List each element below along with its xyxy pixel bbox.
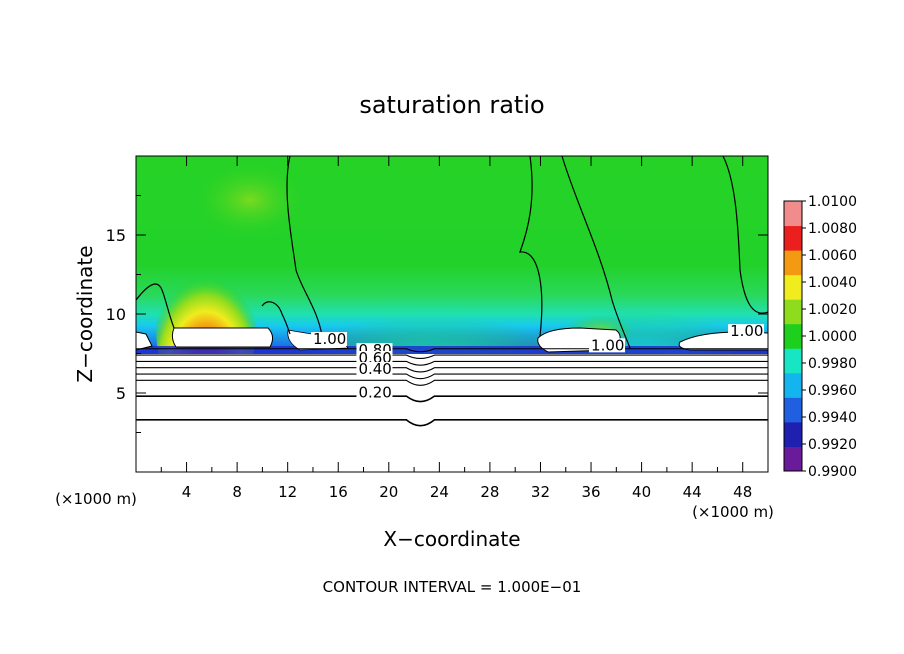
colorbar-label: 0.9980 — [808, 356, 857, 372]
chart-title: saturation ratio — [359, 91, 544, 119]
contour-line — [136, 360, 768, 366]
colorbar-swatch — [784, 397, 802, 423]
colorbar-swatch — [784, 372, 802, 398]
contour-label-bg — [356, 350, 393, 365]
x-tick-label: 12 — [278, 483, 297, 501]
contour-label-bg — [356, 385, 393, 400]
colorbar-label: 0.9960 — [808, 383, 857, 399]
cloud-region-left — [171, 327, 274, 348]
yellow-region-upper — [190, 160, 310, 240]
contour-line-upper-2 — [561, 156, 631, 349]
contour-line — [136, 395, 768, 403]
contour-line — [136, 379, 768, 386]
contour-line-upper-4 — [722, 156, 768, 314]
contour-line — [136, 419, 768, 427]
colorbar-swatch — [784, 274, 802, 300]
contour-label-bg — [589, 338, 626, 353]
y-tick-label: 10 — [106, 305, 126, 324]
colorbar-label: 0.9940 — [808, 410, 857, 426]
contour-line — [136, 367, 768, 373]
plot-area: 1.000.800.600.400.201.001.00 — [136, 156, 768, 472]
colorbar-swatch — [784, 323, 802, 349]
colorbar-swatch — [784, 201, 802, 227]
contour-label: 1.00 — [313, 330, 346, 348]
x-tick-label: 8 — [232, 483, 242, 501]
contour-line-upper-1 — [286, 156, 323, 337]
contour-label: 0.20 — [358, 384, 391, 402]
dry-layer — [136, 354, 768, 472]
x-tick-label: 28 — [480, 483, 499, 501]
horizontal-contours — [136, 348, 768, 427]
colorbar-label: 1.0100 — [808, 194, 857, 210]
x-unit-left: (×1000 m) — [55, 490, 137, 508]
x-tick-label: 24 — [430, 483, 449, 501]
colorbar-label: 1.0040 — [808, 275, 857, 291]
x-axis-label: X−coordinate — [383, 527, 520, 551]
x-tick-label: 16 — [329, 483, 348, 501]
y-axis-label: Z−coordinate — [73, 245, 97, 382]
colorbar: 0.9900 0.9920 0.9940 0.9960 0.9980 1.0000 1.00… — [783, 194, 857, 480]
x-axis-ticks: 4 8 12 16 20 24 28 32 36 40 44 48 — [160, 156, 752, 501]
contour-interval-footer: CONTOUR INTERVAL = 1.000E−01 — [323, 578, 582, 596]
contour-label-bg — [310, 332, 347, 347]
contour-line-upper-6 — [261, 301, 291, 335]
x-tick-label: 4 — [182, 483, 192, 501]
cloud-edge-left — [136, 331, 153, 351]
y-axis-ticks: 5 10 15 — [106, 195, 768, 433]
contour-label: 1.00 — [730, 322, 763, 340]
y-tick-label: 5 — [116, 384, 126, 403]
colorbar-swatch — [784, 250, 802, 276]
colorbar-swatch — [784, 225, 802, 251]
contour-line-upper-3 — [519, 156, 543, 337]
colorbar-label: 1.0020 — [808, 302, 857, 318]
colorbar-swatch — [784, 348, 802, 374]
x-tick-label: 40 — [632, 483, 651, 501]
x-tick-label: 32 — [531, 483, 550, 501]
contour-label-bg — [728, 324, 765, 339]
colorbar-label: 1.0080 — [808, 221, 857, 237]
x-tick-label: 20 — [379, 483, 398, 501]
y-tick-label: 15 — [106, 226, 126, 245]
colorbar-label: 1.0000 — [808, 329, 857, 345]
x-unit-right: (×1000 m) — [692, 503, 774, 521]
contour-line — [136, 354, 768, 360]
dark-blue-band — [136, 346, 768, 354]
colorbar-swatch — [784, 446, 802, 472]
contour-labels: 1.000.800.600.400.201.001.00 — [310, 322, 765, 402]
contour-label: 0.40 — [358, 360, 391, 378]
contour-label: 1.00 — [591, 336, 624, 354]
colorbar-label: 1.0060 — [808, 248, 857, 264]
colorbar-label: 0.9900 — [808, 464, 857, 480]
contour-label-bg — [356, 362, 393, 377]
contour-line — [136, 348, 768, 353]
x-tick-label: 48 — [733, 483, 752, 501]
colorbar-label: 0.9920 — [808, 437, 857, 453]
contour-line-upper-5 — [136, 283, 175, 329]
x-tick-label: 36 — [581, 483, 600, 501]
contour-line — [136, 373, 768, 380]
colorbar-swatch — [784, 421, 802, 447]
x-tick-label: 44 — [683, 483, 702, 501]
colorbar-swatch — [784, 299, 802, 325]
